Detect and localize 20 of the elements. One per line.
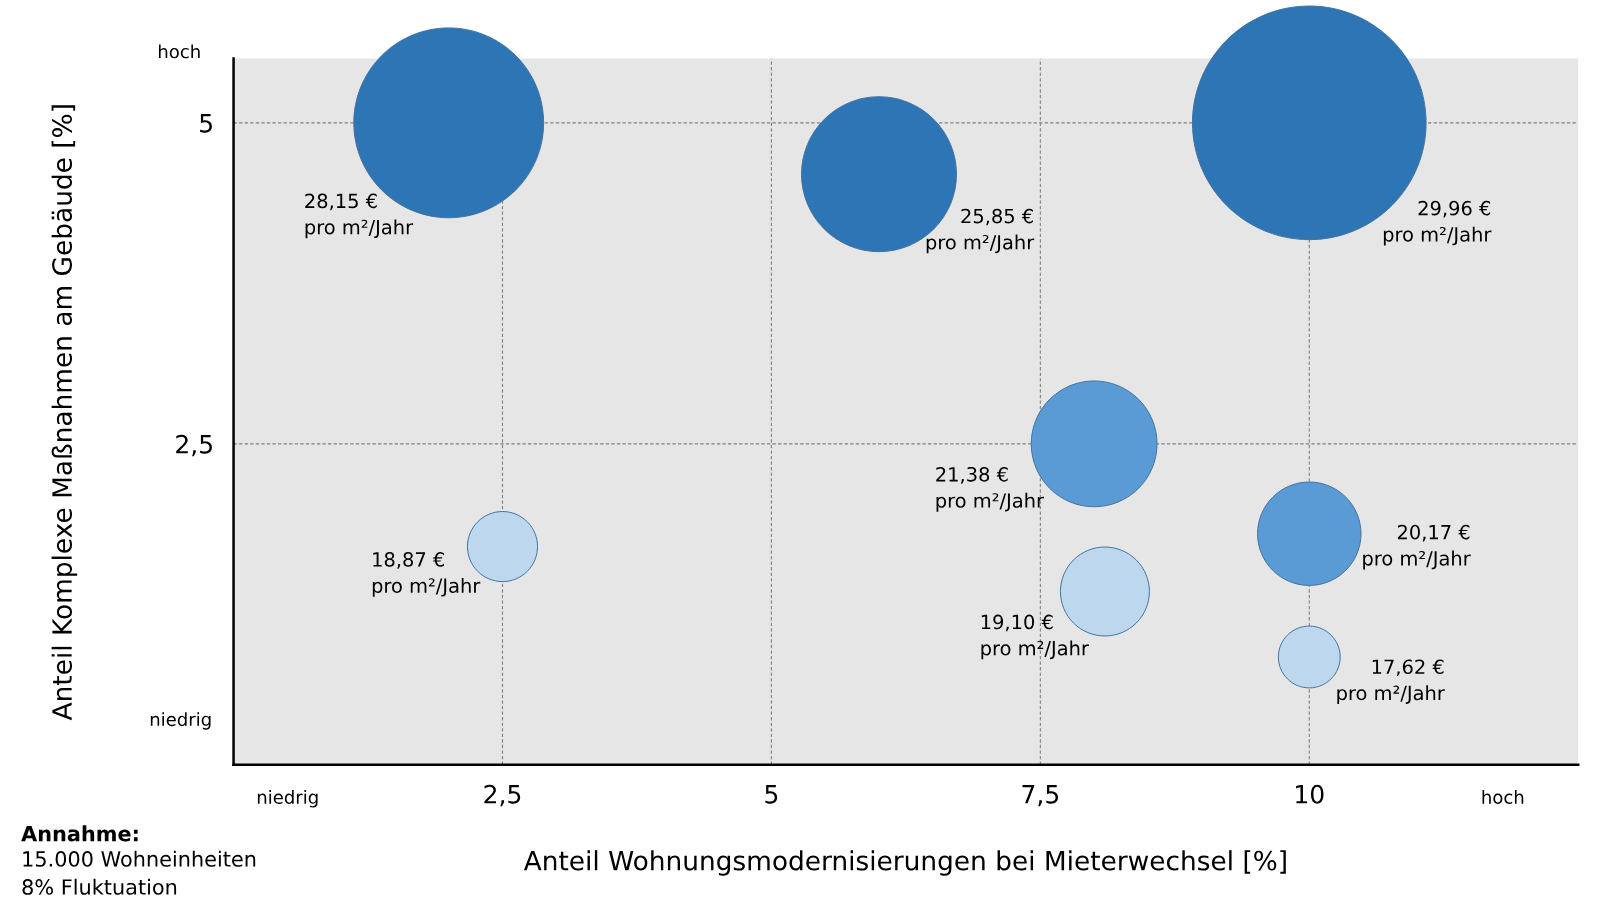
annotation: 25,85 € pro m²/Jahr (926, 208, 1035, 254)
annotation: 20,17 € pro m²/Jahr (1363, 524, 1471, 570)
x-tick-label: 7,5 (1022, 785, 1059, 807)
annotation: 19,10 € pro m²/Jahr (981, 614, 1089, 660)
annotation: 17,62 € pro m²/Jahr (1337, 659, 1445, 705)
x-axis-title: Anteil Wohnungsmodernisierungen bei Mieterwechsel [%] (523, 850, 1286, 876)
text: niedrig (257, 790, 318, 808)
annotation: 28,15 € pro m²/Jahr (305, 193, 414, 239)
text: hoch (158, 44, 200, 59)
text: hoch (1482, 790, 1524, 804)
annotation: 21,38 € pro m²/Jahr (936, 466, 1045, 512)
text: 15.000 Wohneinheiten 8% Fluktuation (22, 850, 256, 895)
text: Annahme: (21, 825, 138, 842)
y-axis-title: Anteil Komplexe Maßnahmen am Gebäude [%] (51, 105, 78, 721)
text: niedrig (150, 712, 211, 730)
x-tick-label: 5 (765, 785, 778, 804)
x-tick-label: 10 (1296, 784, 1324, 804)
annotation: 18,87 € pro m²/Jahr (372, 552, 481, 597)
annotation: 29,96 € pro m²/Jahr (1383, 200, 1492, 246)
x-tick-label: 2,5 (484, 784, 521, 807)
